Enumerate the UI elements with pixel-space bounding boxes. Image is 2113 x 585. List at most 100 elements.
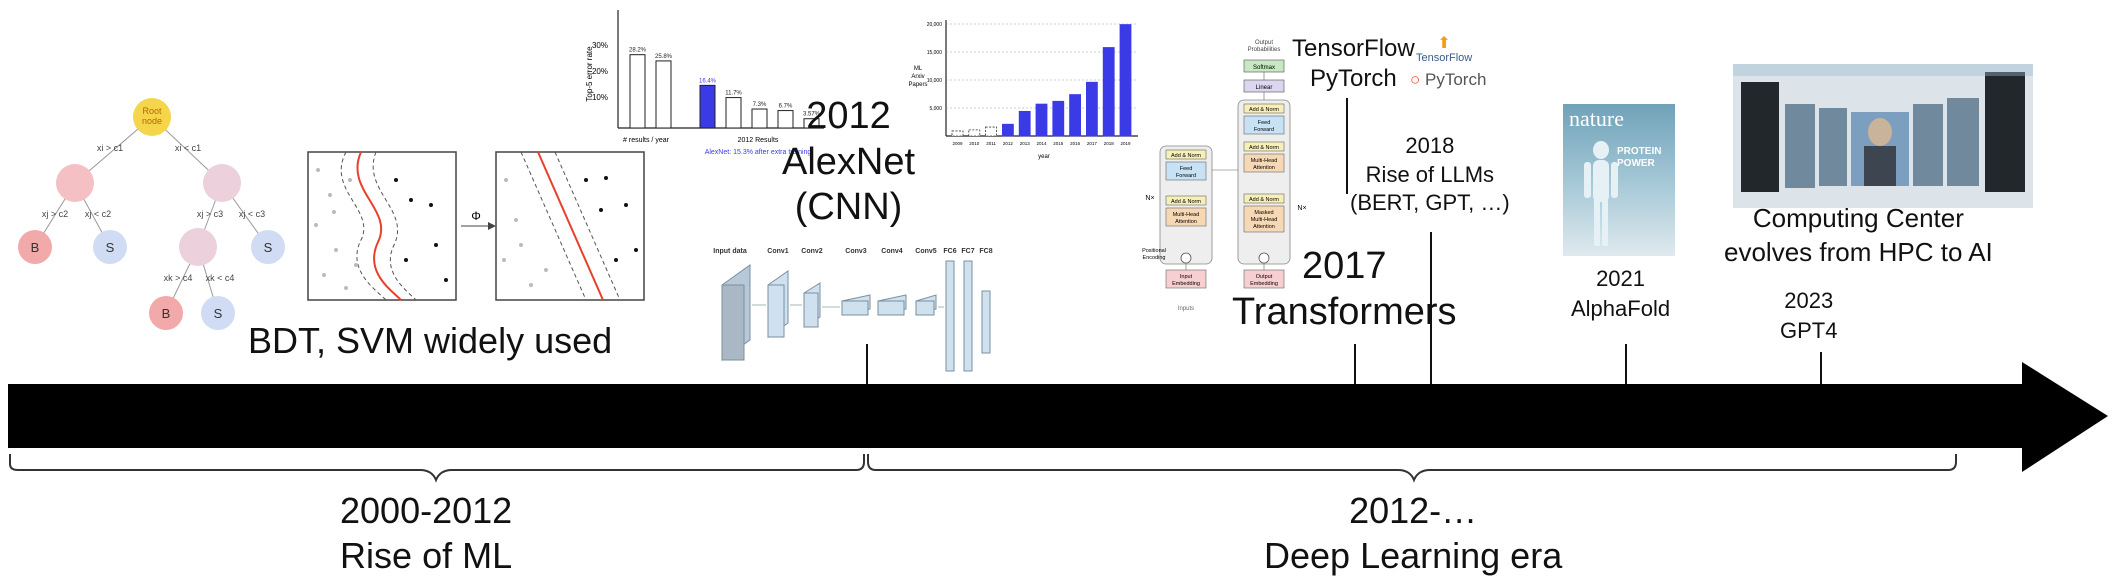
arxiv-xtick-2016: 2016 [1070,141,1081,146]
alexnet-layer-label-5: Conv5 [915,248,937,255]
era-brace-dl [867,454,1957,483]
alphafold-label: 2021 AlphaFold [1571,264,1670,323]
arxiv-ylabel-2: Arxiv [911,74,924,80]
alexnet-architecture-diagram: Input data Conv1 Conv2 Conv3 Conv4 Conv5 FC6 FC… [713,248,993,372]
tree-cond-c4b: xk < c4 [206,273,235,283]
era-brace-ml [9,454,865,483]
tree-leaf-s2-label: S [264,240,273,255]
tick-2023 [1820,352,1822,384]
arxiv-xtick-2011: 2011 [986,141,996,146]
pytorch-flame-icon: ○ [1410,70,1421,89]
tree-leaf-b1 [18,230,52,264]
tf-pos-enc-1: Positional [1142,248,1166,254]
tf-enc-addnorm-1: Add & Norm [1171,153,1201,159]
imagenet-value-label-2: 16.4% [699,78,717,84]
imagenet-tick-10: 10% [592,93,608,102]
alexnet-label: 2012 AlexNet (CNN) [782,94,915,231]
imagenet-xlabel2: 2012 Results [738,137,779,144]
tree-leaf-s3 [201,296,235,330]
arxiv-xtick-2015: 2015 [1053,141,1064,146]
arxiv-bar-2010 [968,129,981,137]
tf-input-emb-1: Input [1180,274,1193,280]
arxiv-papers-chart: ML Arxiv Papers year 20,000 15,000 10,000 5… [908,20,1138,160]
arxiv-bar-2018 [1102,47,1115,137]
tf-input-emb-2: Embedding [1172,281,1200,287]
tree-leaf-b1-label: B [31,240,40,255]
tree-leaf-s1-label: S [106,240,115,255]
nature-cover-figure [1584,141,1618,246]
arxiv-xtick-2014: 2014 [1036,141,1047,146]
tree-cond-c1b: xi < c1 [175,143,201,153]
transformers-year: 2017 [1301,245,1387,287]
arxiv-ylabel-3: Papers [908,82,927,88]
imagenet-note: AlexNet: 15.3% after extra training [705,149,812,156]
bdt-svm-label: BDT, SVM widely used [248,320,613,361]
tree-node-mid [179,228,217,266]
arxiv-xtick-2012: 2012 [1003,141,1014,146]
alexnet-layer-label-1: Conv1 [767,248,789,255]
arxiv-ytick-1: 15,000 [927,50,943,56]
computing-center-label: Computing Center evolves from HPC to AI [1724,202,1993,270]
tf-dec-ff-2: Forward [1254,127,1274,133]
alexnet-layer-label-8: FC8 [979,248,992,255]
gpt4-label: 2023 GPT4 [1780,286,1837,345]
transformer-architecture-diagram: Output Probabilities Softmax Linear Add … [1142,40,1307,312]
computing-center-line1: Computing Center [1752,203,1964,233]
llm-name: Rise of LLMs [1365,161,1495,187]
tf-dec-masked-3: Attention [1253,224,1275,230]
tick-2018 [1430,232,1432,384]
tree-leaf-s3-label: S [214,306,223,321]
tree-leaf-s2 [251,230,285,264]
tf-out-prob-1: Output [1255,40,1273,46]
pytorch-logo-text: PyTorch [1425,70,1487,89]
nature-cover-headline-2: POWER [1617,158,1655,169]
era-dl-name: Deep Learning era [1264,535,1563,576]
tree-cond-c3b: xj < c3 [239,209,265,219]
arxiv-bar-2017 [1085,81,1098,137]
tree-cond-c1a: xi > c1 [97,143,123,153]
tf-dec-ff-1: Feed [1258,120,1271,126]
era-dl-years: 2012-… [1349,490,1478,531]
imagenet-error-chart: Top-5 error rate 30% 20% 10% # results /… [585,10,824,156]
tf-softmax-label: Softmax [1253,65,1275,71]
imagenet-bar-1 [655,60,672,129]
tf-dec-addnorm-1: Add & Norm [1249,107,1279,113]
alexnet-layer-label-7: FC7 [961,248,974,255]
arxiv-xtick-2009: 2009 [952,141,963,146]
tf-dec-mha-1: Multi-Head [1251,158,1278,164]
arxiv-ytick-3: 5,000 [929,106,942,112]
gpt4-name: GPT4 [1780,317,1838,343]
imagenet-value-label-0: 28.2% [629,48,647,54]
imagenet-value-label-6: 3.57% [803,112,821,118]
alexnet-layer-label-4: Conv4 [881,248,903,255]
tf-enc-nx: N× [1145,195,1154,202]
arxiv-xtick-2017: 2017 [1087,141,1098,146]
tree-cond-c4a: xk > c4 [164,273,193,283]
tensorflow-logo: ⬆ TensorFlow [1416,36,1472,65]
imagenet-value-label-4: 7.3% [753,102,767,108]
arxiv-bar-2013 [1018,110,1031,137]
tensorflow-text: TensorFlow [1292,35,1415,62]
llm-year: 2018 [1405,133,1455,158]
tf-dec-addnorm-2: Add & Norm [1249,145,1279,151]
transformers-label: 2017 Transformers [1232,244,1457,335]
arxiv-ylabel-1: ML [914,66,923,72]
decision-tree-diagram: Root node xi > c1 xi < c1 xj > c2 xj < c… [18,98,285,330]
alexnet-layer-label-2: Conv2 [801,248,823,255]
nature-cover: nature PROTEIN POWER [1563,104,1675,256]
tf-enc-ff-1: Feed [1180,166,1193,172]
arxiv-xtick-2018: 2018 [1104,141,1115,146]
frameworks-label: TensorFlow PyTorch [1292,34,1415,94]
era-ml-years: 2000-2012 [340,490,513,531]
alexnet-layer-label-3: Conv3 [845,248,867,255]
imagenet-bar-0 [629,54,646,129]
llm-label: 2018 Rise of LLMs (BERT, GPT, …) [1350,132,1510,218]
tf-enc-addnorm-2: Add & Norm [1171,199,1201,205]
tf-dec-addnorm-3: Add & Norm [1249,197,1279,203]
era-ml-label: 2000-2012 Rise of ML [340,488,512,578]
nature-cover-headline-1: PROTEIN [1617,146,1662,157]
alexnet-layer-label-0: Input data [713,248,747,255]
arxiv-bar-2014 [1035,103,1048,137]
supercomputer-racks [1733,64,2033,208]
